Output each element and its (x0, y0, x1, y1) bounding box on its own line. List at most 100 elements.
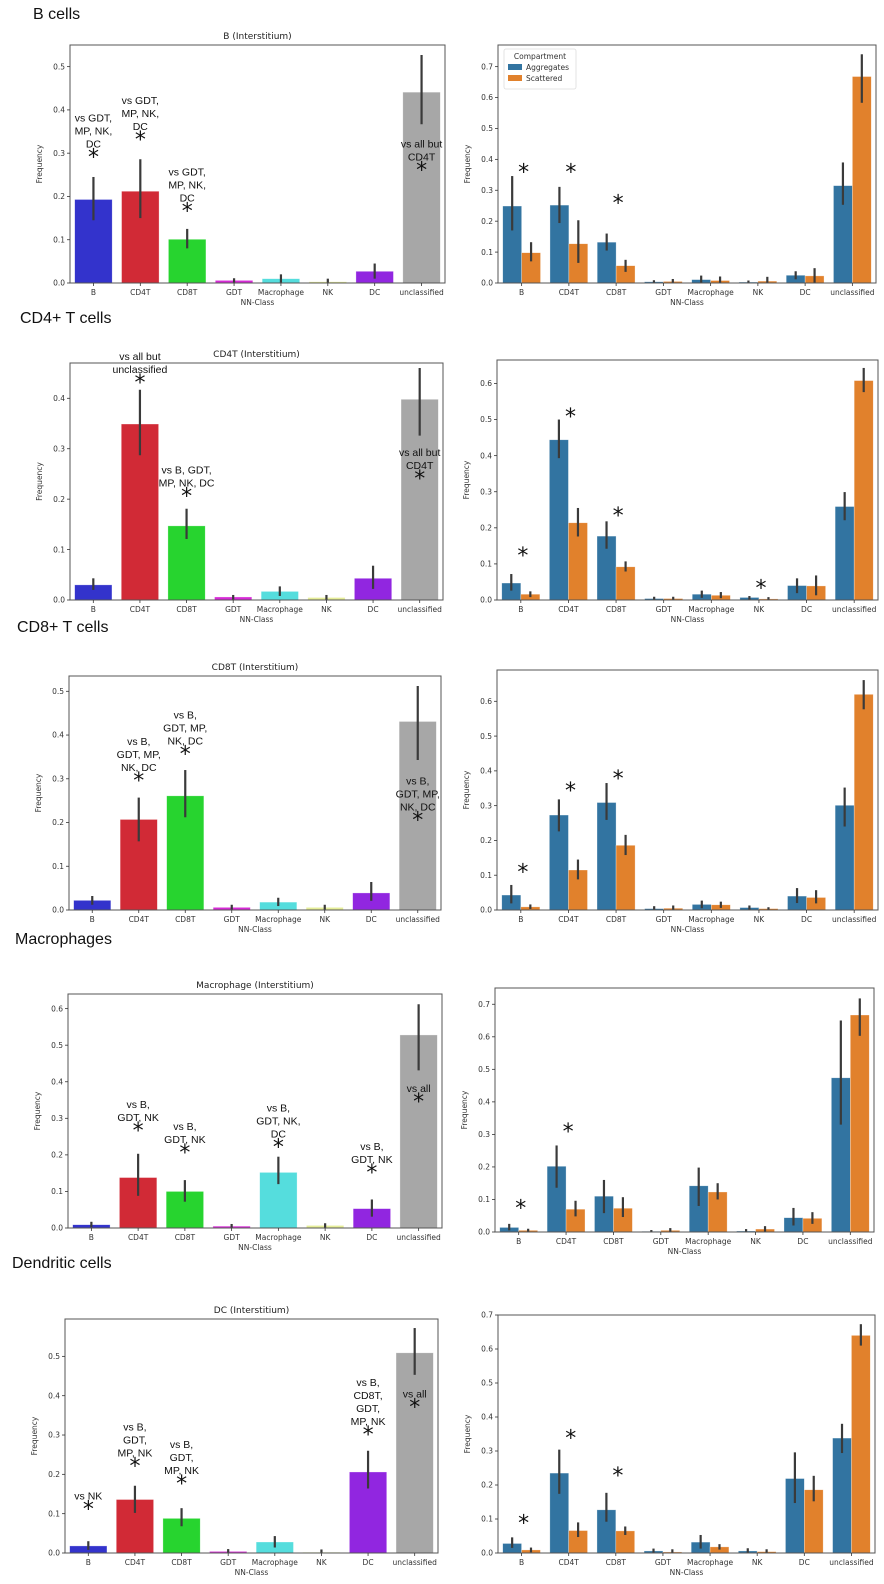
significance-star: * (565, 161, 576, 186)
significance-annotation: NK, DC (400, 801, 436, 813)
bar-unclassified (400, 399, 439, 601)
y-tick-label: 0.4 (481, 155, 493, 164)
x-tick-label: GDT (655, 1558, 672, 1567)
bar-scattered-b (520, 906, 541, 911)
significance-star: * (517, 861, 528, 886)
axes-frame (494, 987, 875, 1233)
significance-annotation: vs B, (173, 1121, 196, 1133)
y-tick-label: 0.3 (53, 444, 65, 453)
significance-star: * (518, 161, 529, 186)
x-tick-label: GDT (220, 1558, 237, 1567)
bar-aggregates-macrophage (688, 1185, 709, 1233)
bar-unclassified (399, 1034, 438, 1229)
x-axis-label: NN-Class (241, 298, 275, 307)
significance-annotation: GDT, NK, (256, 1116, 300, 1128)
y-tick-label: 0.6 (480, 379, 492, 388)
y-tick-label: 0.4 (48, 1391, 60, 1400)
legend-box (503, 48, 577, 90)
x-axis-label: NN-Class (238, 1243, 272, 1252)
x-tick-label: NK (754, 605, 766, 614)
x-tick-label: DC (366, 915, 377, 924)
bar-aggregates-cd8t (596, 802, 617, 911)
y-tick-label: 0.1 (53, 545, 65, 554)
x-tick-label: Macrophage (688, 915, 735, 924)
significance-star: * (755, 576, 766, 601)
significance-annotation: vs B, GDT, (161, 465, 211, 477)
x-tick-label: CD4T (559, 288, 580, 297)
x-tick-label: unclassified (832, 605, 877, 614)
bar-aggregates-b (502, 205, 522, 284)
bar-aggregates-cd4t (549, 814, 569, 911)
y-tick-label: 0.1 (481, 1515, 493, 1524)
x-tick-label: CD8T (175, 1233, 196, 1242)
x-tick-label: GDT (656, 605, 673, 614)
significance-annotation: vs B, (267, 1103, 290, 1115)
y-tick-label: 0.1 (481, 248, 493, 257)
y-tick-label: 0.1 (53, 235, 65, 244)
significance-annotation: GDT, (356, 1403, 380, 1415)
significance-annotation: NK, DC (121, 762, 157, 774)
y-axis-label: Frequency (35, 462, 44, 501)
y-tick-label: 0.4 (51, 1077, 63, 1086)
bar-macrophage (259, 1172, 298, 1229)
significance-star: * (135, 128, 146, 153)
y-tick-label: 0.2 (48, 1470, 60, 1479)
x-tick-label: NK (754, 915, 766, 924)
bar-scattered-unclassified (853, 380, 874, 601)
y-tick-label: 0.2 (480, 836, 492, 845)
bar-macrophage (255, 1541, 294, 1554)
bar-scattered-b (518, 1230, 538, 1233)
bar-gdt (212, 907, 251, 911)
y-tick-label: 0.3 (480, 801, 492, 810)
significance-star: * (179, 1141, 190, 1166)
significance-annotation: CD4T (408, 151, 436, 163)
x-axis-label: NN-Class (671, 615, 705, 624)
bar-unclassified (402, 91, 441, 284)
y-tick-label: 0.3 (481, 1447, 493, 1456)
significance-annotation: vs all but (401, 138, 443, 150)
x-tick-label: DC (801, 915, 812, 924)
x-tick-label: CD8T (606, 288, 627, 297)
x-tick-label: DC (797, 1237, 808, 1246)
significance-annotation: vs B, (360, 1141, 383, 1153)
x-tick-label: DC (800, 288, 811, 297)
y-axis-label: Frequency (463, 1414, 472, 1453)
y-tick-label: 0.4 (52, 731, 64, 740)
x-tick-label: Macrophage (688, 288, 735, 297)
y-tick-label: 0.5 (478, 1065, 490, 1074)
bar-aggregates-dc (783, 1217, 804, 1233)
y-tick-label: 0.7 (481, 1311, 493, 1320)
bar-scattered-nk (757, 280, 778, 284)
significance-star: * (563, 1120, 574, 1145)
y-axis-label: Frequency (30, 1416, 39, 1455)
bar-scattered-dc (802, 1218, 823, 1233)
x-tick-label: CD8T (606, 605, 627, 614)
y-tick-label: 0.6 (478, 1033, 490, 1042)
significance-star: * (273, 1136, 284, 1161)
y-tick-label: 0.4 (481, 1413, 493, 1422)
significance-annotation: vs all (407, 1083, 431, 1095)
bar-aggregates-nk (739, 907, 760, 911)
section-title-macrophages: Macrophages (15, 931, 112, 948)
bar-cd4t (120, 423, 159, 601)
x-tick-label: B (518, 605, 523, 614)
significance-annotation: vs B, (170, 1439, 193, 1451)
y-tick-label: 0.5 (481, 1379, 493, 1388)
bar-aggregates-cd4t (549, 439, 569, 601)
significance-star: * (612, 1464, 623, 1489)
x-tick-label: CD8T (171, 1558, 192, 1567)
significance-annotation: vs GDT, (75, 113, 112, 125)
x-tick-label: NK (753, 288, 765, 297)
significance-star: * (613, 504, 624, 529)
x-axis-label: NN-Class (670, 298, 704, 307)
bar-scattered-nk (755, 1228, 775, 1233)
significance-star: * (517, 544, 528, 569)
y-tick-label: 0.4 (480, 451, 492, 460)
x-tick-label: CD4T (130, 288, 151, 297)
bar-b (72, 1224, 111, 1229)
x-tick-label: NK (750, 1237, 762, 1246)
